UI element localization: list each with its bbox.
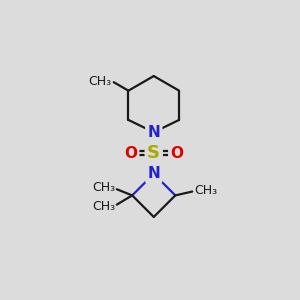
Text: CH₃: CH₃	[88, 75, 111, 88]
Text: S: S	[147, 144, 160, 162]
Text: N: N	[147, 166, 160, 181]
Text: N: N	[147, 125, 160, 140]
Text: O: O	[124, 146, 137, 160]
Text: O: O	[170, 146, 183, 160]
Text: CH₃: CH₃	[92, 200, 115, 213]
Text: CH₃: CH₃	[92, 181, 115, 194]
Text: CH₃: CH₃	[194, 184, 217, 197]
